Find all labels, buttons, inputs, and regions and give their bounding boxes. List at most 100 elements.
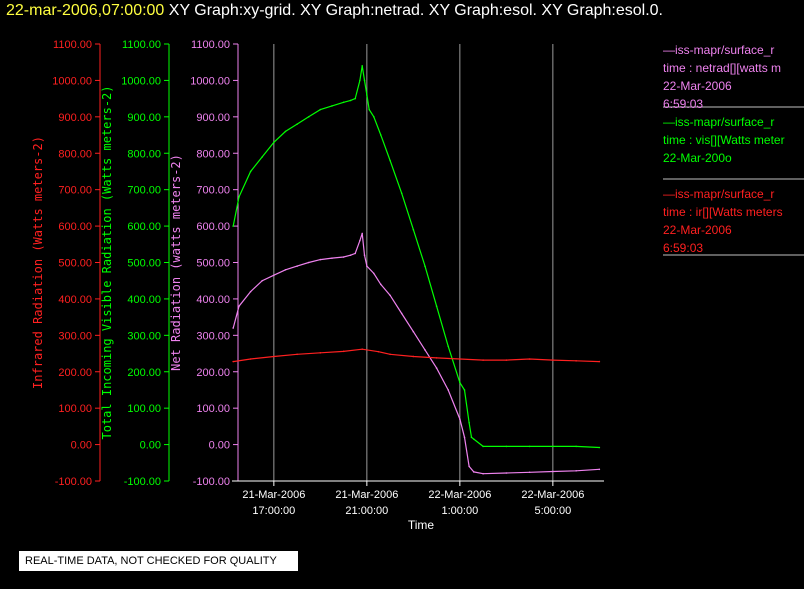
legend-text-line: 22-Mar-2006 [663,223,732,237]
data-point-net [249,290,252,293]
data-point-net [468,465,470,468]
legend-text-line: time : ir[][Watts meters [663,205,783,219]
y-tick-label-ir: 700.00 [58,185,92,197]
data-point-vis [482,445,484,448]
data-point-ir [598,360,601,363]
y-tick-label-vis: 100.00 [127,403,161,415]
y-tick-label-ir: 100.00 [58,403,92,415]
data-point-net [412,330,415,333]
y-tick-label-ir: 1100.00 [53,39,92,51]
data-point-ir [552,359,554,361]
data-point-net [319,258,322,261]
y-tick-label-vis: 600.00 [127,221,161,233]
data-point-vis [552,445,554,448]
data-point-net [424,349,426,351]
y-tick-label-vis: 400.00 [127,294,161,306]
y-tick-label-vis: 900.00 [127,112,161,124]
x-tick-label-time: 1:00:00 [441,505,478,517]
data-point-vis [261,156,264,158]
quality-note: REAL-TIME DATA, NOT CHECKED FOR QUALITY [19,551,298,571]
x-tick-label-date: 22-Mar-2006 [521,489,584,501]
y-tick-label-ir: 200.00 [58,367,92,379]
data-point-vis [473,438,475,440]
y-tick-label-ir: 1000.00 [52,75,92,87]
data-point-vis [331,105,333,107]
data-point-ir [361,348,364,350]
legend-entry: —iss-mapr/surface_r time : netrad[][watts… [663,41,804,113]
y-tick-label-vis: -100.00 [124,476,161,488]
y-tick-label-ir: 400.00 [58,294,92,306]
data-point-net [354,252,357,255]
data-point-net [273,274,275,277]
data-point-ir [505,359,508,361]
data-point-net [284,268,287,271]
data-point-vis [342,101,345,104]
legend-source-line: —iss-mapr/surface_r [663,115,775,129]
x-axis-label: Time [408,518,435,532]
y-tick-label-net: 400.00 [196,294,230,306]
data-point-vis [505,445,508,448]
data-point-net [342,256,345,258]
y-tick-label-vis: 800.00 [127,148,161,160]
data-point-vis [349,99,352,102]
y-tick-label-vis: 700.00 [127,185,161,197]
data-point-vis [363,79,366,82]
y-tick-label-net: -100.00 [193,476,230,488]
legend-text-line: 22-Mar-200o [663,151,732,165]
data-point-ir [273,355,275,358]
data-point-vis [435,305,438,308]
data-point-ir [377,350,380,353]
legend-entry: —iss-mapr/surface_r time : vis[][Watts me… [663,113,804,167]
data-point-net [349,254,352,257]
legend-text-line: time : netrad[][watts m [663,61,782,75]
data-point-ir [459,358,461,360]
data-point-ir [319,352,322,354]
data-point-vis [412,228,415,231]
data-point-net [261,279,264,282]
data-point-vis [368,108,370,111]
y-tick-label-net: 0.00 [209,440,230,452]
data-point-vis [528,445,531,448]
data-point-ir [412,355,415,358]
y-tick-label-vis: 500.00 [127,258,161,270]
x-tick-label-date: 22-Mar-2006 [428,489,491,501]
data-point-ir [342,350,345,353]
series-line-ir [233,348,600,363]
y-tick-label-net: 200.00 [196,367,230,379]
y-tick-label-ir: 0.00 [71,440,92,452]
data-point-vis [380,134,382,136]
data-point-vis [319,108,322,111]
data-point-vis [575,445,577,448]
data-point-net [361,232,364,235]
data-point-vis [273,141,275,144]
data-point-net [331,257,333,259]
data-point-vis [361,65,364,67]
data-point-net [575,470,577,472]
data-point-vis [238,196,240,198]
x-tick-label-time: 17:00:00 [252,505,295,517]
data-point-net [473,471,475,473]
data-point-ir [296,353,298,356]
data-point-vis [459,381,461,384]
y-tick-label-net: 600.00 [196,221,230,233]
data-point-vis [470,436,473,439]
data-point-net [435,367,438,369]
data-point-net [359,239,361,242]
legend-text-line: 6:59:03 [663,97,704,111]
y-tick-label-vis: 1000.00 [121,75,161,87]
data-point-net [380,283,382,286]
data-point-vis [468,421,470,424]
data-point-vis [284,130,287,133]
data-point-ir [575,360,577,362]
legend-entry: —iss-mapr/surface_r time : ir[][Watts met… [663,185,804,257]
y-axis-label-vis: Total Incoming Visible Radiation (Watts … [100,85,114,439]
data-point-vis [249,170,252,173]
y-axis-label-net: Net Radiation (watts meters-2) [169,154,183,371]
y-tick-label-vis: 0.00 [140,440,161,452]
y-tick-label-ir: 600.00 [58,221,92,233]
y-tick-label-net: 300.00 [196,330,230,342]
data-point-vis [400,192,403,195]
y-tick-label-vis: 300.00 [127,330,161,342]
y-tick-label-vis: 200.00 [127,367,161,379]
chart-title: 22-mar-2006,07:00:00 XY Graph:xy-grid. X… [6,2,663,20]
